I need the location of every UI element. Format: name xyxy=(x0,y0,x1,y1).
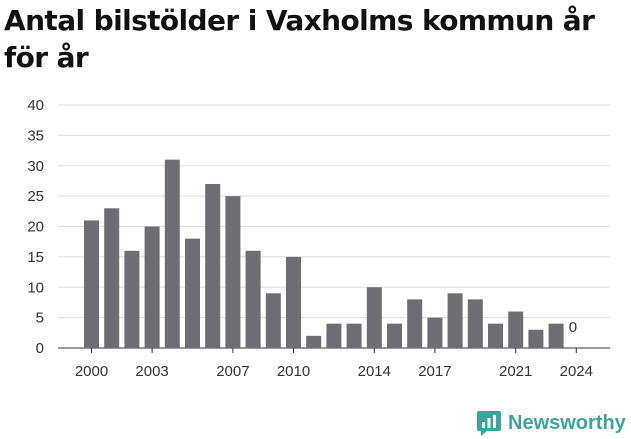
y-tick-label: 25 xyxy=(27,188,44,205)
bar-2015 xyxy=(387,323,402,348)
bar-2009 xyxy=(265,293,281,348)
bar-2004 xyxy=(164,159,180,348)
bar-2019 xyxy=(467,299,483,348)
data-labels: 0 xyxy=(569,319,577,336)
x-tick-label: 2021 xyxy=(499,363,532,380)
brand-name: Newsworthy xyxy=(508,411,626,434)
y-tick-label: 30 xyxy=(27,158,44,175)
x-tick-label: 2003 xyxy=(135,363,168,380)
bar-2013 xyxy=(346,323,362,348)
bar-2003 xyxy=(144,226,160,348)
bar-2001 xyxy=(104,208,120,348)
y-tick-label: 20 xyxy=(27,219,44,236)
bar-2023 xyxy=(548,323,564,348)
y-tick-label: 35 xyxy=(27,127,44,144)
y-tick-label: 5 xyxy=(36,310,44,327)
bar-chart: 0 5 10 15 20 25 30 35 40 2000 2003 2007 2010 2014 201… xyxy=(27,97,610,380)
bar-2000 xyxy=(84,220,99,348)
x-tick-label: 2014 xyxy=(358,363,391,380)
bar-2021 xyxy=(508,311,524,348)
bar-2017 xyxy=(427,317,443,348)
y-tick-label: 15 xyxy=(27,249,44,266)
bar-2010 xyxy=(286,256,301,348)
bar-2006 xyxy=(205,183,221,348)
bar-2007 xyxy=(225,196,241,348)
bar-2005 xyxy=(185,238,200,348)
x-tick-label: 2010 xyxy=(277,363,310,380)
bar-2011 xyxy=(306,335,322,348)
bar-2022 xyxy=(528,329,544,348)
newsworthy-logo-icon xyxy=(477,411,501,436)
y-axis-tick-labels: 0 5 10 15 20 25 30 35 40 xyxy=(27,97,44,357)
bar-2020 xyxy=(488,323,503,348)
y-tick-label: 0 xyxy=(36,340,44,357)
brand: Newsworthy xyxy=(476,407,626,439)
x-tick-label: 2024 xyxy=(560,363,593,380)
bar-2008 xyxy=(245,250,261,348)
y-tick-label: 10 xyxy=(27,279,44,296)
grid-lines xyxy=(58,104,610,349)
x-axis-ticks: 2000 2003 2007 2010 2014 2017 2021 2024 xyxy=(75,348,593,380)
bar-2002 xyxy=(124,250,140,348)
data-label: 0 xyxy=(569,319,577,336)
bar-2014 xyxy=(366,287,382,348)
y-tick-label: 40 xyxy=(27,97,44,114)
x-tick-label: 2007 xyxy=(216,363,249,380)
bar-2018 xyxy=(447,293,463,348)
x-tick-label: 2000 xyxy=(75,363,108,380)
chart-title: Antal bilstölder i Vaxholms kommun år fö… xyxy=(4,4,595,74)
x-tick-label: 2017 xyxy=(418,363,451,380)
bar-2012 xyxy=(326,323,342,348)
bar-2016 xyxy=(407,299,423,348)
bars xyxy=(84,159,564,348)
